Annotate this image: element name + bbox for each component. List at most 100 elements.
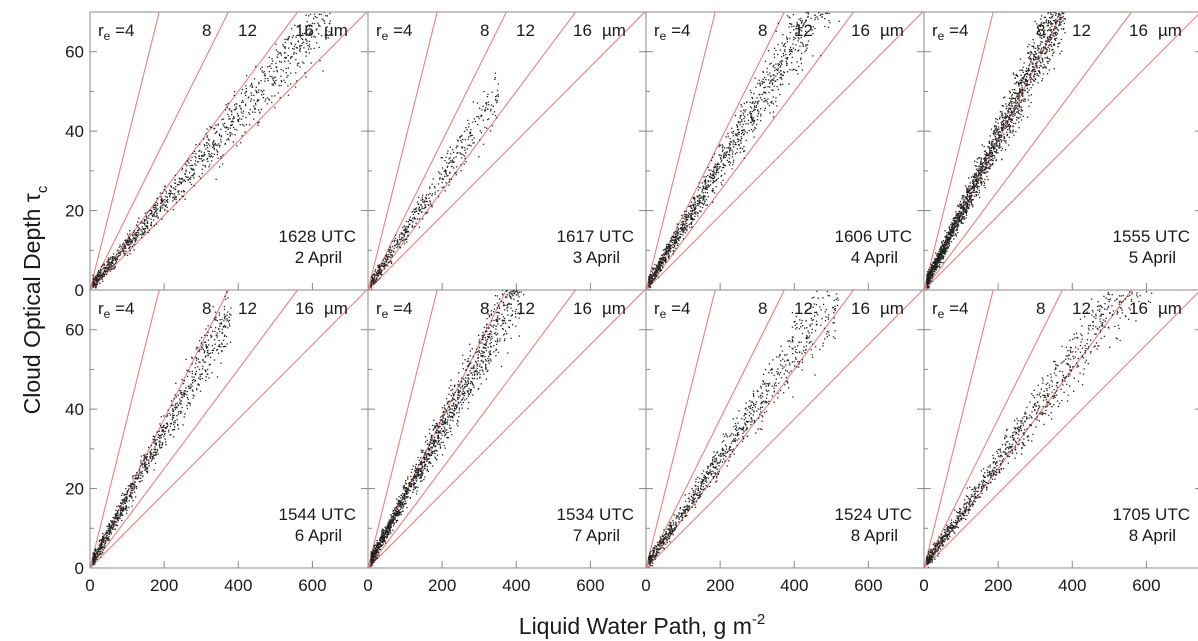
data-point [1051,49,1053,51]
data-point [240,92,243,94]
data-point [180,182,182,184]
data-point [318,25,320,27]
data-point [664,256,667,258]
data-point [704,191,707,194]
data-point [1007,116,1009,118]
data-point [693,218,695,221]
data-point [1048,12,1050,13]
data-point [150,212,153,215]
data-point [939,259,941,261]
data-point [1005,142,1007,144]
data-point [198,155,200,157]
data-point [1045,67,1047,69]
data-point [698,182,701,184]
data-point [284,38,286,40]
data-point [120,250,122,253]
data-point [649,277,651,279]
data-point [952,234,954,237]
data-point [290,72,292,74]
data-point [100,265,103,268]
data-point [808,3,809,4]
data-point [390,260,392,262]
data-point [271,58,273,60]
data-point [787,57,789,59]
data-point [933,267,936,269]
re-label-8: 8 [480,21,489,40]
data-point [1048,41,1051,43]
data-point [1018,97,1020,99]
data-point [944,236,947,239]
data-point [160,196,162,198]
data-point [1038,70,1041,72]
data-point [680,228,683,230]
data-point [796,24,798,26]
data-point [692,219,694,221]
data-point [1036,23,1038,25]
data-point [1030,78,1032,80]
data-point [990,149,992,152]
data-point [231,111,233,113]
data-point [304,72,306,74]
data-point [1041,52,1044,54]
data-point [1048,20,1050,22]
data-point [976,161,978,163]
data-point [185,169,187,171]
data-point [984,160,987,162]
data-point [141,234,143,236]
data-point [665,259,667,261]
data-point [814,27,816,30]
data-point [111,268,113,270]
data-point [405,238,407,241]
data-point [954,226,956,229]
data-point [92,281,94,283]
data-point [1012,107,1014,110]
data-point [665,249,668,252]
data-point [970,200,972,202]
data-point [103,270,105,273]
data-point [310,62,312,64]
data-point [282,70,284,72]
data-point [464,157,466,160]
data-point [1063,9,1064,10]
data-point [949,237,951,240]
data-point [1030,51,1033,54]
data-point [989,159,991,161]
data-point [94,283,96,286]
data-point [166,206,168,209]
data-point [431,194,433,197]
data-point [752,101,754,103]
data-point [329,12,331,15]
data-point [1064,32,1066,34]
data-point [962,201,965,203]
data-point [106,273,108,275]
data-point [1059,6,1060,7]
data-point [1026,83,1028,85]
data-point [960,220,962,222]
data-point [725,155,727,157]
data-point [290,42,292,44]
data-point [952,231,954,233]
data-point [992,139,994,141]
data-point [315,29,317,31]
data-point [300,37,303,40]
data-point [693,208,696,210]
data-point [1052,33,1055,35]
data-point [948,239,950,241]
data-point [236,112,239,115]
data-point [130,239,132,241]
data-point [989,151,991,153]
data-point [665,247,667,250]
data-point [1050,13,1052,15]
data-point [1026,67,1028,69]
data-point [938,265,940,267]
data-point [324,34,326,36]
data-point [1040,25,1043,27]
data-point [679,236,682,238]
data-point [460,170,462,172]
data-point [677,229,679,231]
data-point [789,31,792,34]
data-point [374,274,376,276]
data-point [935,269,937,271]
data-point [1017,116,1019,119]
data-point [684,223,686,225]
